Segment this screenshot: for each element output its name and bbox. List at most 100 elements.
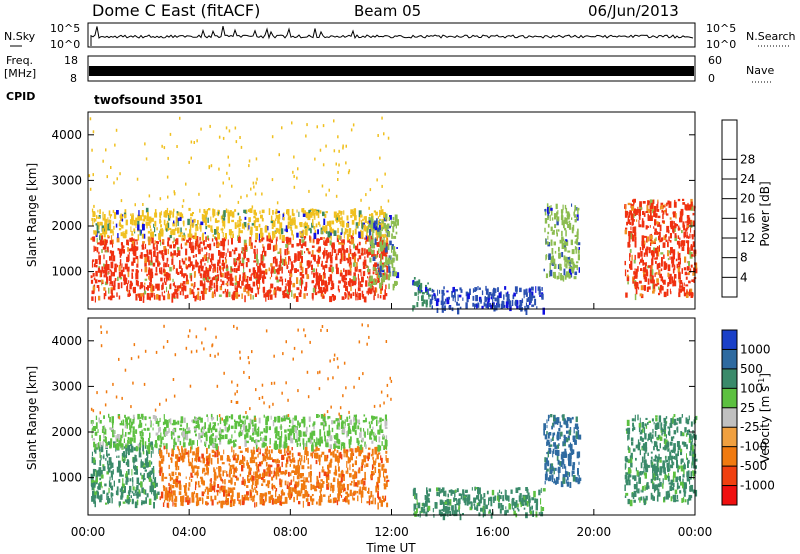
echo-cell <box>682 198 685 201</box>
echo-cell <box>255 443 258 450</box>
echo-cell <box>331 244 335 250</box>
echo-cell <box>361 459 364 466</box>
echo-cell <box>381 220 384 224</box>
echo-cell <box>375 485 378 493</box>
echo-cell <box>373 290 376 296</box>
echo-cell <box>371 216 373 220</box>
echo-cell <box>567 224 570 228</box>
echo-cell <box>118 501 121 506</box>
echo-cell <box>340 235 342 241</box>
echo-cell <box>431 294 433 301</box>
echo-cell <box>105 442 109 446</box>
echo-cell <box>110 465 112 469</box>
echo-cell <box>387 244 390 251</box>
echo-cell <box>268 237 272 242</box>
echo-cell <box>345 470 347 474</box>
echo-cell <box>112 285 116 291</box>
echo-cell <box>173 208 175 212</box>
echo-cell <box>388 262 390 269</box>
echo-cell <box>127 416 130 420</box>
echo-cell <box>275 227 279 233</box>
echo-cell <box>314 442 318 447</box>
echo-cell <box>190 140 193 144</box>
echo-cell <box>546 241 549 245</box>
echo-cell <box>305 485 307 489</box>
echo-cell <box>136 485 139 491</box>
echo-cell <box>120 232 123 237</box>
echo-cell <box>103 231 106 238</box>
echo-cell <box>219 417 222 425</box>
echo-cell <box>269 287 271 290</box>
echo-cell <box>625 227 628 230</box>
echo-cell <box>126 499 129 504</box>
echo-cell <box>505 301 509 308</box>
echo-cell <box>165 248 167 255</box>
echo-cell <box>132 430 135 438</box>
echo-cell <box>371 454 373 457</box>
echo-cell <box>110 280 112 285</box>
echo-cell <box>182 453 186 459</box>
echo-cell <box>181 445 183 453</box>
echo-cell <box>690 204 692 210</box>
echo-cell <box>421 301 424 307</box>
echo-cell <box>444 298 447 302</box>
echo-cell <box>105 219 107 225</box>
echo-cell <box>94 432 97 436</box>
echo-cell <box>633 271 636 275</box>
echo-cell <box>381 184 383 188</box>
echo-cell <box>213 473 217 481</box>
echo-cell <box>195 447 199 454</box>
echo-cell <box>200 439 202 443</box>
echo-cell <box>373 460 376 466</box>
echo-cell <box>174 496 178 502</box>
echo-cell <box>337 214 339 218</box>
echo-cell <box>488 292 492 296</box>
echo-cell <box>289 273 293 277</box>
echo-cell <box>649 215 653 221</box>
echo-cell <box>91 479 94 483</box>
echo-cell <box>174 288 178 295</box>
echo-cell <box>112 221 114 225</box>
echo-cell <box>213 485 216 493</box>
echo-cell <box>174 494 176 497</box>
echo-cell <box>636 219 638 222</box>
echo-cell <box>254 480 258 487</box>
echo-cell <box>204 489 207 492</box>
echo-cell <box>280 424 282 431</box>
echo-cell <box>307 466 310 469</box>
echo-cell <box>131 498 134 505</box>
echo-cell <box>228 479 232 483</box>
echo-cell <box>149 442 152 447</box>
echo-cell <box>359 445 363 450</box>
echo-cell <box>284 496 288 504</box>
echo-cell <box>115 490 119 495</box>
echo-cell <box>651 264 653 270</box>
echo-cell <box>115 443 117 450</box>
echo-cell <box>682 210 684 216</box>
echo-cell <box>208 429 210 433</box>
echo-cell <box>377 481 379 488</box>
echo-cell <box>457 307 460 315</box>
echo-cell <box>194 428 197 432</box>
echo-cell <box>641 220 645 228</box>
echo-cell <box>359 432 362 438</box>
echo-cell <box>377 485 380 491</box>
echo-cell <box>257 265 260 273</box>
echo-cell <box>131 219 134 226</box>
echo-cell <box>201 247 203 252</box>
echo-cell <box>178 483 182 489</box>
echo-cell <box>341 421 345 424</box>
echo-cell <box>317 229 319 235</box>
echo-cell <box>101 266 103 272</box>
echo-cell <box>578 247 580 250</box>
echo-cell <box>394 214 398 221</box>
echo-cell <box>346 493 350 498</box>
echo-cell <box>552 271 556 278</box>
echo-cell <box>670 256 674 260</box>
echo-cell <box>314 208 317 212</box>
echo-cell <box>200 226 202 232</box>
y-tick-label-0: 1000 <box>51 265 82 279</box>
echo-cell <box>274 440 277 447</box>
echo-cell <box>285 225 288 232</box>
echo-cell <box>206 235 209 240</box>
